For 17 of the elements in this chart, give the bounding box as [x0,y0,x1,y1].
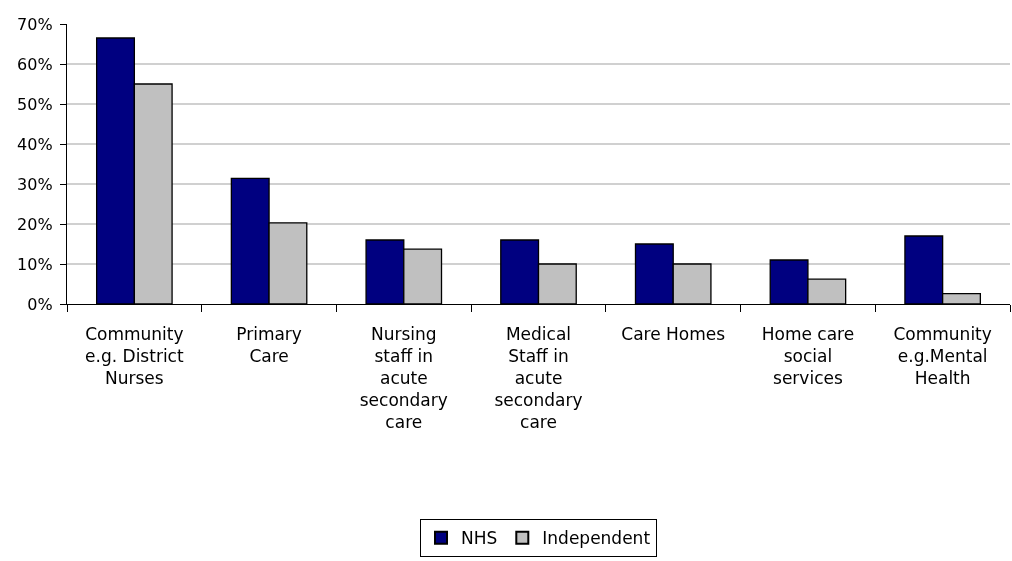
legend-label: NHS [461,528,498,549]
y-tick-label: 40% [17,134,53,154]
x-tick-label: Community e.g.Mental Health [893,323,992,388]
y-tick-label: 10% [17,254,53,274]
x-tick-label: Community e.g. District Nurses [85,323,184,388]
x-tick-label: Home care social services [761,323,855,388]
legend-label: Independent [542,528,651,549]
y-tick-label: 60% [17,54,53,74]
y-tick-label: 0% [27,294,53,314]
x-tick-label: Primary Care [236,323,302,366]
x-tick-label: Medical Staff in acute secondary care [494,323,583,432]
x-tick-label: Care Homes [621,323,726,344]
x-tick-label: Nursing staff in acute secondary care [359,323,448,432]
y-tick-label: 70% [17,14,53,34]
y-tick-label: 50% [17,94,53,114]
y-tick-label: 20% [17,214,53,234]
y-tick-label: 30% [17,174,53,194]
